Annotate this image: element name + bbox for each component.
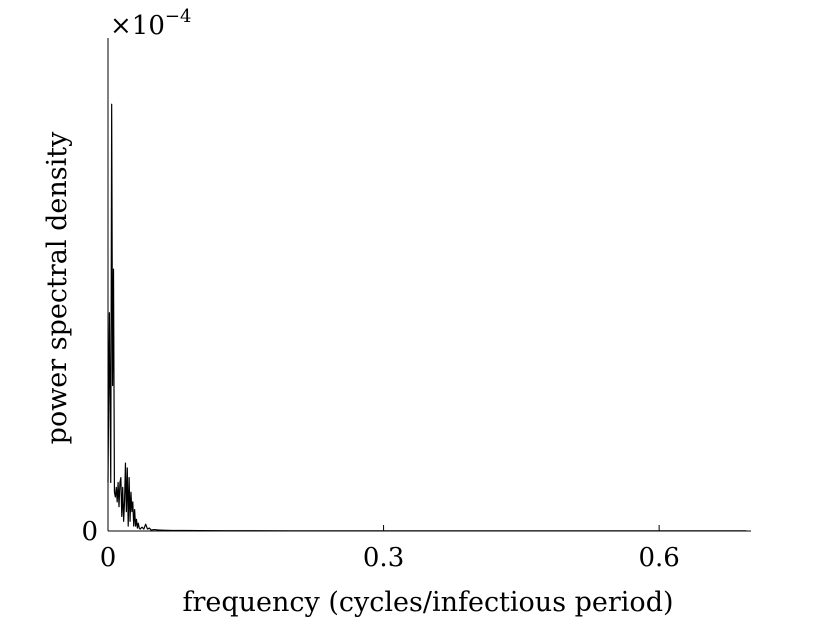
series-group: [107, 103, 747, 532]
y-tick-label: 0: [81, 517, 98, 547]
x-tick-label: 0.6: [638, 543, 679, 573]
x-tick-label: 0.3: [363, 543, 404, 573]
scale-base: ×10: [110, 11, 165, 41]
scale-exponent: −4: [165, 6, 192, 27]
y-ticks: 0: [81, 517, 98, 547]
y-axis-label: power spectral density: [42, 131, 73, 444]
x-tick-label: 0: [100, 543, 117, 573]
x-axis-label: frequency (cycles/infectious period): [182, 587, 673, 618]
series-line: [107, 103, 747, 532]
y-scale-multiplier: ×10−4: [110, 6, 191, 41]
x-ticks: 0 0.3 0.6: [100, 525, 680, 573]
